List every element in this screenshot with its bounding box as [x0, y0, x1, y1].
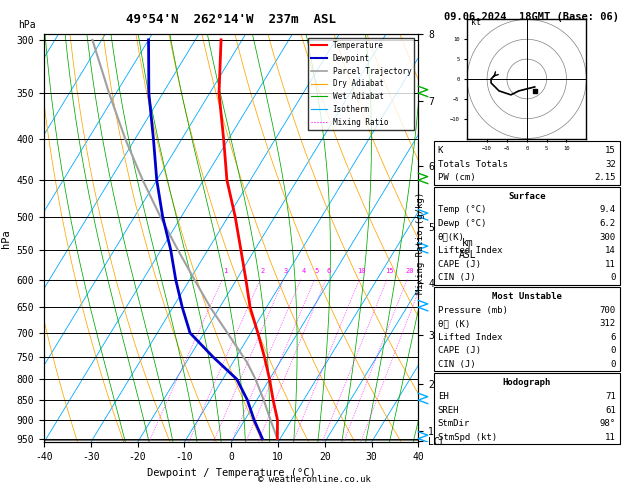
Text: Lifted Index: Lifted Index	[438, 333, 503, 342]
Text: 700: 700	[599, 306, 616, 314]
Text: Mixing Ratio (g/kg): Mixing Ratio (g/kg)	[416, 192, 425, 294]
Text: hPa: hPa	[18, 20, 35, 30]
Text: 71: 71	[605, 392, 616, 401]
Text: 9.4: 9.4	[599, 206, 616, 214]
Text: StmDir: StmDir	[438, 419, 470, 428]
Text: 2: 2	[260, 268, 265, 274]
Text: 15: 15	[605, 146, 616, 155]
Text: 98°: 98°	[599, 419, 616, 428]
Text: 14: 14	[605, 246, 616, 255]
Text: PW (cm): PW (cm)	[438, 174, 476, 182]
Text: 0: 0	[610, 274, 616, 282]
Y-axis label: km
ASL: km ASL	[459, 238, 477, 260]
X-axis label: Dewpoint / Temperature (°C): Dewpoint / Temperature (°C)	[147, 468, 316, 478]
Text: 32: 32	[605, 160, 616, 169]
Text: 4: 4	[301, 268, 306, 274]
Text: 6: 6	[326, 268, 331, 274]
Text: 11: 11	[605, 433, 616, 442]
Text: Totals Totals: Totals Totals	[438, 160, 508, 169]
Text: K: K	[438, 146, 443, 155]
Text: 20: 20	[405, 268, 414, 274]
Text: θᴄ (K): θᴄ (K)	[438, 319, 470, 328]
Text: Surface: Surface	[508, 192, 545, 201]
Text: 300: 300	[599, 233, 616, 242]
Text: Pressure (mb): Pressure (mb)	[438, 306, 508, 314]
Text: 61: 61	[605, 406, 616, 415]
Text: 2.15: 2.15	[594, 174, 616, 182]
Text: SREH: SREH	[438, 406, 459, 415]
Text: 0: 0	[610, 347, 616, 355]
Text: Dewp (°C): Dewp (°C)	[438, 219, 486, 228]
Text: Temp (°C): Temp (°C)	[438, 206, 486, 214]
Legend: Temperature, Dewpoint, Parcel Trajectory, Dry Adiabat, Wet Adiabat, Isotherm, Mi: Temperature, Dewpoint, Parcel Trajectory…	[308, 38, 415, 130]
Text: 09.06.2024  18GMT (Base: 06): 09.06.2024 18GMT (Base: 06)	[444, 12, 619, 22]
Text: CIN (J): CIN (J)	[438, 274, 476, 282]
Text: CIN (J): CIN (J)	[438, 360, 476, 369]
Text: Lifted Index: Lifted Index	[438, 246, 503, 255]
Text: 15: 15	[385, 268, 393, 274]
Text: CAPE (J): CAPE (J)	[438, 260, 481, 269]
Text: 10: 10	[357, 268, 366, 274]
Text: θᴄ(K): θᴄ(K)	[438, 233, 465, 242]
Text: 3: 3	[284, 268, 288, 274]
Y-axis label: hPa: hPa	[1, 229, 11, 247]
Text: kt: kt	[471, 18, 481, 27]
Text: 5: 5	[315, 268, 319, 274]
Text: CAPE (J): CAPE (J)	[438, 347, 481, 355]
Text: 1: 1	[223, 268, 227, 274]
Text: 49°54'N  262°14'W  237m  ASL: 49°54'N 262°14'W 237m ASL	[126, 13, 336, 26]
Text: EH: EH	[438, 392, 448, 401]
Text: 0: 0	[610, 360, 616, 369]
Text: 6: 6	[610, 333, 616, 342]
Text: 312: 312	[599, 319, 616, 328]
Text: 6.2: 6.2	[599, 219, 616, 228]
Text: Hodograph: Hodograph	[503, 379, 551, 387]
Text: StmSpd (kt): StmSpd (kt)	[438, 433, 497, 442]
Text: Most Unstable: Most Unstable	[492, 292, 562, 301]
Text: 11: 11	[605, 260, 616, 269]
Text: © weatheronline.co.uk: © weatheronline.co.uk	[258, 474, 371, 484]
